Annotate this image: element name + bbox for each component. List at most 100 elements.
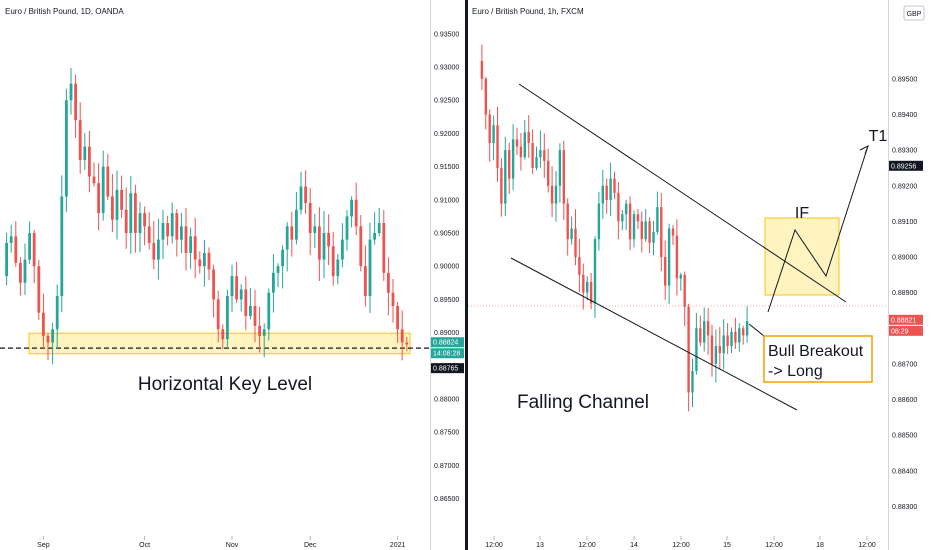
candle-body bbox=[488, 114, 491, 143]
left-x-tick-label: Nov bbox=[226, 542, 239, 549]
candle-body bbox=[74, 83, 77, 121]
candle-body bbox=[609, 178, 612, 201]
right-x-tick-label: 14 bbox=[630, 542, 638, 549]
channel-lower-line bbox=[510, 257, 798, 411]
right-y-tick-label: 0.89300 bbox=[892, 148, 917, 155]
right-y-tick-label: 0.89000 bbox=[892, 255, 917, 262]
candle-body bbox=[621, 214, 624, 222]
candle-body bbox=[37, 266, 41, 313]
candle-body bbox=[601, 185, 604, 204]
candle-body bbox=[400, 329, 404, 343]
candle-body bbox=[198, 259, 202, 267]
right-x-tick-label: 12:00 bbox=[765, 542, 783, 549]
candle-body bbox=[221, 329, 225, 340]
candle-body bbox=[115, 189, 119, 220]
candle-body bbox=[226, 296, 229, 340]
breakout-zone bbox=[764, 217, 840, 296]
candle-body bbox=[508, 150, 511, 179]
candle-body bbox=[574, 228, 577, 258]
candle-body bbox=[742, 328, 745, 336]
right-x-tick-label: 18 bbox=[816, 542, 824, 549]
candle-body bbox=[239, 289, 243, 300]
right-price-tag bbox=[889, 314, 923, 325]
candle-body bbox=[55, 296, 59, 330]
candle-body bbox=[636, 214, 640, 222]
candle-body bbox=[699, 328, 702, 343]
candle-body bbox=[718, 346, 721, 354]
candle-body bbox=[593, 239, 597, 304]
candle-body bbox=[134, 193, 137, 233]
candle-body bbox=[9, 236, 13, 243]
candle-body bbox=[691, 371, 694, 393]
candle-body bbox=[722, 335, 725, 354]
right-y-tick-label: 0.89400 bbox=[892, 112, 917, 119]
candle-body bbox=[589, 281, 593, 304]
candle-body bbox=[405, 342, 409, 345]
left-price-tag bbox=[431, 337, 464, 348]
candle-body bbox=[652, 232, 655, 243]
candle-body bbox=[350, 199, 353, 217]
right-x-tick-label: 15 bbox=[723, 542, 731, 549]
candle-body bbox=[313, 226, 317, 233]
candle-body bbox=[120, 189, 123, 210]
candle-body bbox=[364, 266, 367, 297]
currency-badge[interactable] bbox=[903, 5, 925, 21]
left-chart-panel[interactable]: 0.93500 0.93000 0.92500 0.92000 0.91500 0.910… bbox=[0, 0, 465, 550]
candle-body bbox=[480, 61, 484, 79]
left-y-tick-label: 0.87500 bbox=[434, 430, 459, 437]
target-arrow bbox=[859, 144, 869, 155]
candle-body bbox=[354, 199, 358, 227]
right-chart[interactable]: Bull Breakout -> Long IF T1 Falling Chan… bbox=[468, 0, 932, 550]
right-x-tick-label: 12:00 bbox=[672, 542, 690, 549]
candle-body bbox=[46, 335, 50, 343]
left-x-tick-label: Dec bbox=[304, 542, 317, 549]
candle-body bbox=[184, 226, 188, 253]
left-price-tag-text: 0.88824 bbox=[433, 340, 458, 347]
candle-body bbox=[359, 226, 363, 267]
candle-body bbox=[143, 213, 146, 227]
candle-body bbox=[539, 150, 542, 158]
left-y-tick-label: 0.90000 bbox=[434, 264, 459, 271]
candle-body bbox=[523, 132, 526, 158]
candle-body bbox=[550, 185, 554, 204]
candle-body bbox=[258, 325, 261, 336]
right-candles bbox=[480, 44, 749, 412]
candle-body bbox=[285, 226, 289, 250]
candle-body bbox=[249, 306, 252, 316]
left-price-tag-text: 0.88765 bbox=[433, 366, 458, 373]
candle-body bbox=[625, 203, 628, 215]
candle-body bbox=[562, 150, 565, 204]
candle-body bbox=[111, 196, 114, 220]
right-y-tick-label: 0.89200 bbox=[892, 183, 917, 190]
candle-body bbox=[730, 331, 733, 347]
right-chart-panel[interactable]: Bull Breakout -> Long IF T1 Falling Chan… bbox=[468, 0, 932, 550]
candle-body bbox=[687, 306, 690, 393]
left-y-tick-label: 0.93500 bbox=[434, 31, 459, 38]
candle-body bbox=[515, 139, 519, 147]
panel-divider[interactable] bbox=[465, 0, 468, 550]
candle-body bbox=[496, 125, 499, 168]
candle-body bbox=[664, 257, 667, 286]
candle-body bbox=[675, 235, 679, 279]
left-x-tick-label: Oct bbox=[139, 542, 150, 549]
candle-body bbox=[124, 209, 128, 233]
right-price-tags: 0.89256 0.88821 08:29 bbox=[889, 160, 923, 336]
candle-body bbox=[69, 83, 73, 101]
candle-body bbox=[656, 207, 659, 233]
candle-body bbox=[484, 78, 487, 115]
candle-body bbox=[543, 150, 546, 161]
candle-body bbox=[586, 281, 589, 293]
candle-body bbox=[382, 223, 386, 273]
candle-body bbox=[60, 196, 64, 297]
candle-body bbox=[101, 166, 105, 214]
candle-body bbox=[193, 236, 197, 260]
candle-body bbox=[51, 329, 54, 343]
left-y-tick-label: 0.90500 bbox=[434, 230, 459, 237]
candle-body bbox=[42, 312, 45, 336]
candle-body bbox=[189, 236, 192, 253]
candle-body bbox=[5, 242, 8, 277]
left-y-tick-label: 0.92500 bbox=[434, 98, 459, 105]
left-time-axis: SepOctNovDec2021Feb bbox=[37, 536, 405, 549]
left-chart[interactable]: 0.93500 0.93000 0.92500 0.92000 0.91500 0.910… bbox=[0, 0, 465, 550]
candle-body bbox=[617, 192, 620, 222]
